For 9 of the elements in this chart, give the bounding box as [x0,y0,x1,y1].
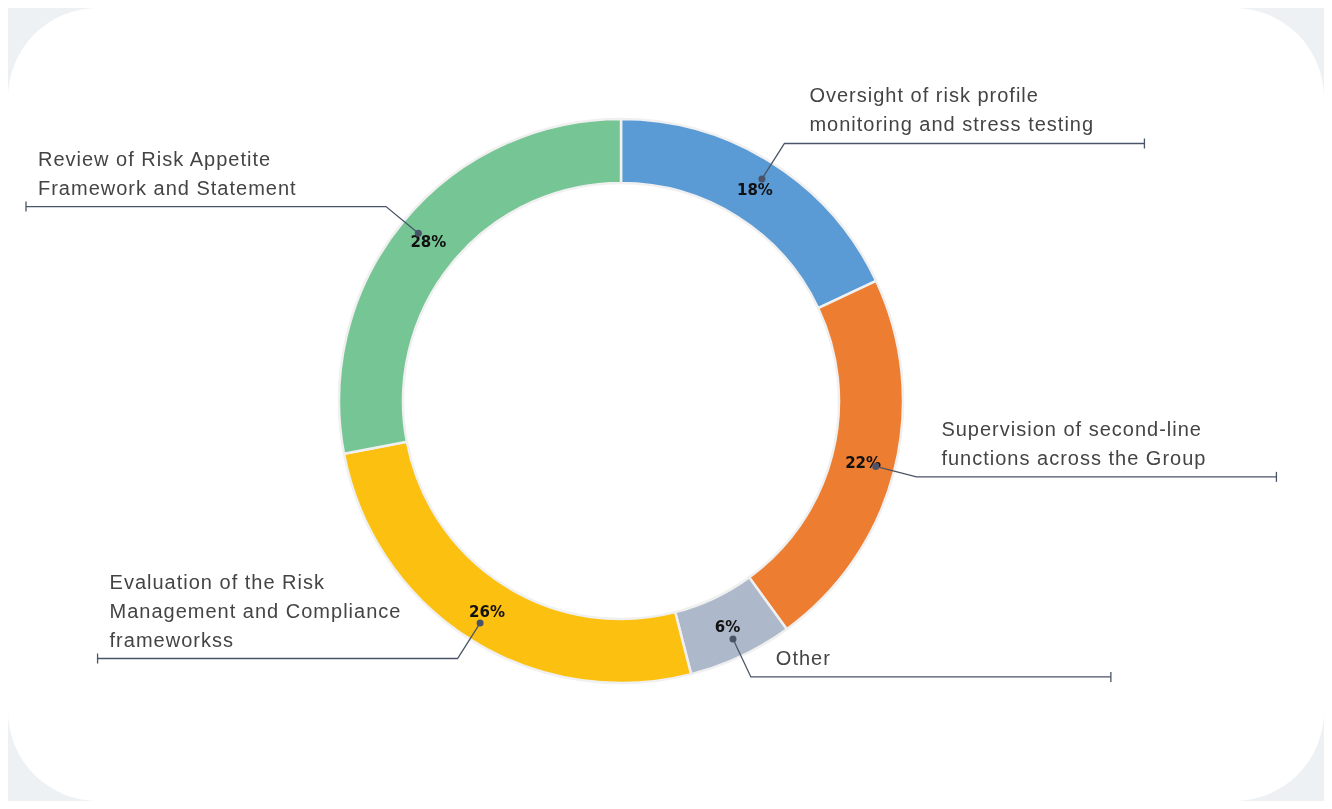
slice-label: Oversight of risk profile monitoring and stress testing [809,84,1095,136]
slice-label: Other [775,646,831,669]
data-label: 6% [714,618,741,637]
data-label: 18% [737,180,773,199]
data-label: 28% [410,232,447,251]
slice-label: Supervision of second-line functions across the Group [941,417,1207,469]
data-label: 26% [469,603,505,622]
slice-label: Evaluation of the Risk Management and Compliance frameworkss [109,570,402,651]
slice-label: Review of Risk Appetite Framework and Statement [37,147,297,199]
